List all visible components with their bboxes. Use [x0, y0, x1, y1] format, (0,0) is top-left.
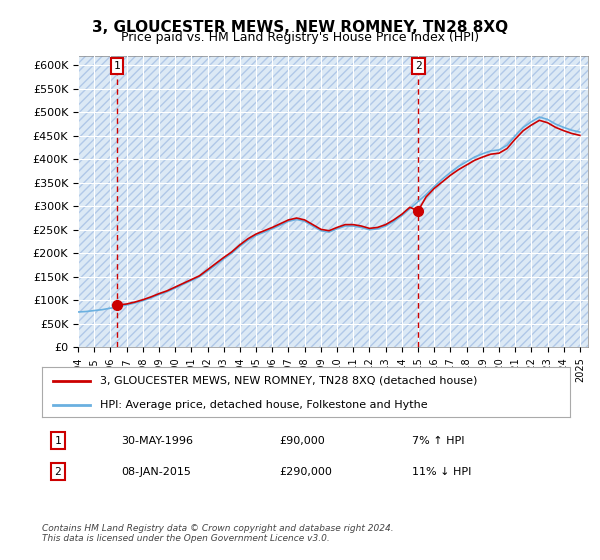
- Text: Contains HM Land Registry data © Crown copyright and database right 2024.
This d: Contains HM Land Registry data © Crown c…: [42, 524, 394, 543]
- Text: 1: 1: [113, 61, 121, 71]
- Text: £90,000: £90,000: [280, 436, 325, 446]
- Text: 2: 2: [55, 466, 61, 477]
- Text: £290,000: £290,000: [280, 466, 332, 477]
- Text: 3, GLOUCESTER MEWS, NEW ROMNEY, TN28 8XQ: 3, GLOUCESTER MEWS, NEW ROMNEY, TN28 8XQ: [92, 20, 508, 35]
- Text: 1: 1: [55, 436, 61, 446]
- Text: 7% ↑ HPI: 7% ↑ HPI: [412, 436, 464, 446]
- Text: Price paid vs. HM Land Registry's House Price Index (HPI): Price paid vs. HM Land Registry's House …: [121, 31, 479, 44]
- Text: 08-JAN-2015: 08-JAN-2015: [121, 466, 191, 477]
- Text: 2: 2: [415, 61, 422, 71]
- Text: 3, GLOUCESTER MEWS, NEW ROMNEY, TN28 8XQ (detached house): 3, GLOUCESTER MEWS, NEW ROMNEY, TN28 8XQ…: [100, 376, 478, 386]
- Text: 30-MAY-1996: 30-MAY-1996: [121, 436, 193, 446]
- Text: 11% ↓ HPI: 11% ↓ HPI: [412, 466, 471, 477]
- Text: HPI: Average price, detached house, Folkestone and Hythe: HPI: Average price, detached house, Folk…: [100, 400, 428, 409]
